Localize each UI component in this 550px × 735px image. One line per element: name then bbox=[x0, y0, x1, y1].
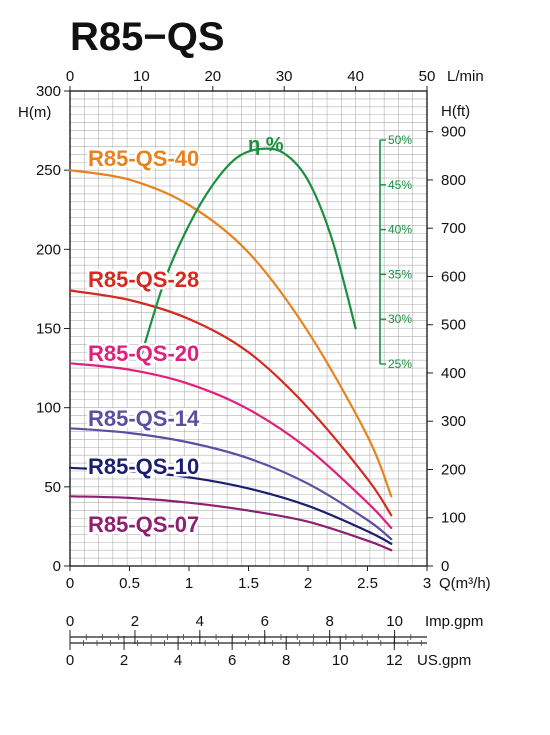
right-tick-label: 300 bbox=[441, 413, 466, 430]
grid bbox=[70, 91, 427, 566]
y-tick-label: 250 bbox=[36, 162, 61, 179]
us-gpm-tick-label: 6 bbox=[228, 652, 236, 669]
right-tick-label: 200 bbox=[441, 461, 466, 478]
us-gpm-tick-label: 2 bbox=[120, 652, 128, 669]
curve-r85-qs-14 bbox=[68, 427, 393, 541]
curves bbox=[68, 147, 393, 552]
imp-gpm-tick-label: 6 bbox=[261, 613, 269, 630]
x-tick-label: 2.5 bbox=[357, 575, 378, 592]
series-label-r85-qs-10: R85-QS-10 bbox=[88, 454, 199, 479]
imp-gpm-tick-label: 10 bbox=[386, 613, 403, 630]
us-gpm-tick-label: 12 bbox=[386, 652, 403, 669]
efficiency-tick-label: 50% bbox=[388, 133, 412, 147]
y-tick-label: 150 bbox=[36, 321, 61, 338]
top-tick-label: 50 bbox=[419, 68, 436, 85]
imp-gpm-tick-label: 4 bbox=[196, 613, 204, 630]
curve-efficiency bbox=[140, 147, 357, 357]
series-label-r85-qs-28: R85-QS-28 bbox=[88, 267, 199, 292]
us-gpm-tick-label: 4 bbox=[174, 652, 182, 669]
top-tick-label: 40 bbox=[347, 68, 364, 85]
series-label-r85-qs-14: R85-QS-14 bbox=[88, 406, 200, 431]
us-gpm-tick-label: 10 bbox=[332, 652, 349, 669]
efficiency-tick-label: 45% bbox=[388, 178, 412, 192]
efficiency-tick-label: 40% bbox=[388, 223, 412, 237]
top-tick-label: 30 bbox=[276, 68, 293, 85]
imp-gpm-tick-label: 0 bbox=[66, 613, 74, 630]
y-tick-label: 200 bbox=[36, 241, 61, 258]
x-tick-label: 2 bbox=[304, 575, 312, 592]
axes: 0 0.5 1 1.5 2 2.5 3 Q(m³/h)050100150200250300H(… bbox=[18, 68, 491, 592]
chart-title: R85−QS bbox=[70, 15, 225, 59]
right-tick-label: 800 bbox=[441, 172, 466, 189]
x-tick-label: 0.5 bbox=[119, 575, 140, 592]
right-tick-label: 500 bbox=[441, 317, 466, 334]
efficiency-axis: 25% 30% 35% 40% 45% 50% η % bbox=[248, 133, 412, 371]
top-tick-label: 20 bbox=[204, 68, 221, 85]
curve-r85-qs-28 bbox=[68, 289, 393, 517]
top-tick-label: 0 bbox=[66, 68, 74, 85]
imp-gpm-label: Imp.gpm bbox=[425, 613, 483, 630]
imp-gpm-tick-label: 2 bbox=[131, 613, 139, 630]
y-tick-label: 300 bbox=[36, 83, 61, 100]
curve-r85-qs-40 bbox=[68, 169, 393, 498]
imp-gpm-tick-label: 8 bbox=[325, 613, 333, 630]
right-tick-label: 100 bbox=[441, 510, 466, 527]
us-gpm-tick-label: 8 bbox=[282, 652, 290, 669]
x-tick-label: 0 bbox=[66, 575, 74, 592]
right-tick-label: 700 bbox=[441, 220, 466, 237]
us-gpm-label: US.gpm bbox=[417, 652, 471, 669]
series-label-r85-qs-20: R85-QS-20 bbox=[88, 341, 199, 366]
series-label-r85-qs-40: R85-QS-40 bbox=[88, 146, 199, 171]
y-tick-label: 100 bbox=[36, 400, 61, 417]
curve-labels: R85-QS-40 R85-QS-28 R85-QS-20 R85-QS-14 R85-… bbox=[86, 144, 203, 540]
right-tick-label: 600 bbox=[441, 268, 466, 285]
top-axis-label: L/min bbox=[447, 68, 484, 85]
right-axis-label: H(ft) bbox=[441, 103, 470, 120]
x-tick-label: 1 bbox=[185, 575, 193, 592]
right-tick-label: 900 bbox=[441, 124, 466, 141]
curve-r85-qs-20 bbox=[68, 362, 393, 530]
efficiency-tick-label: 30% bbox=[388, 312, 412, 326]
curve-r85-qs-10 bbox=[68, 466, 393, 545]
x-tick-label: 1.5 bbox=[238, 575, 259, 592]
right-tick-label: 400 bbox=[441, 365, 466, 382]
curve-r85-qs-07 bbox=[68, 495, 393, 552]
y-axis-label: H(m) bbox=[18, 104, 51, 121]
efficiency-tick-label: 25% bbox=[388, 357, 412, 371]
efficiency-tick-label: 35% bbox=[388, 267, 412, 281]
efficiency-title: η % bbox=[248, 134, 284, 156]
flow-scales: 0 2 4 6 8 10 Imp.gpm 0 2 4 6 8 10 12 US.gpm bbox=[66, 613, 484, 669]
us-gpm-tick-label: 0 bbox=[66, 652, 74, 669]
x-tick-label: 3 bbox=[423, 575, 431, 592]
x-axis-label: Q(m³/h) bbox=[439, 575, 491, 592]
series-label-r85-qs-07: R85-QS-07 bbox=[88, 512, 199, 537]
y-tick-label: 50 bbox=[44, 479, 61, 496]
y-tick-label: 0 bbox=[53, 558, 61, 575]
top-tick-label: 10 bbox=[133, 68, 150, 85]
right-tick-label: 0 bbox=[441, 558, 449, 575]
